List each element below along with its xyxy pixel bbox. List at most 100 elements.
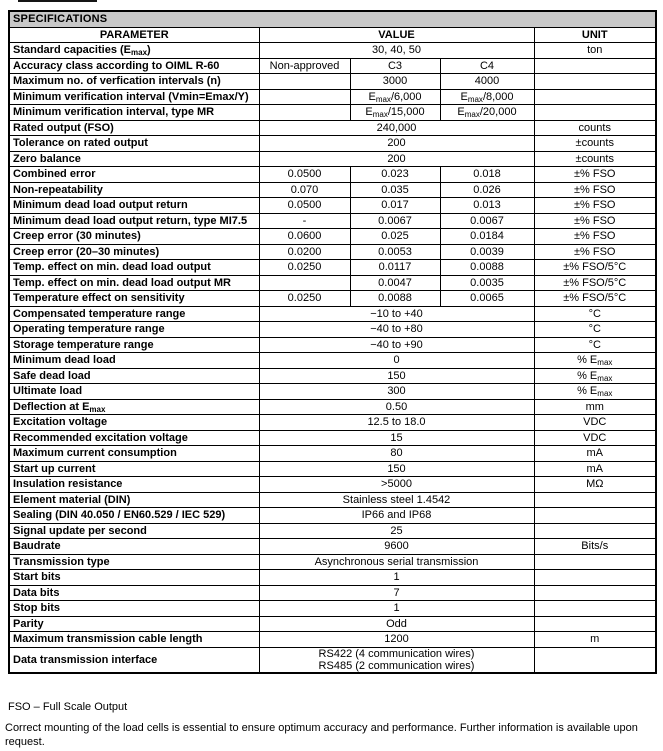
unit-cell: Bits/s <box>533 538 657 555</box>
table-row: Parity Odd <box>8 615 657 632</box>
value-cell: 1200 <box>258 631 535 648</box>
parameter-cell: Minimum dead load output return, type MI… <box>8 212 260 229</box>
value-cell: IP66 and IP68 <box>258 507 535 524</box>
value-cell: Emax/20,000 <box>439 104 535 121</box>
unit-cell: % Emax <box>533 367 657 384</box>
value-cell: 1 <box>258 569 535 586</box>
table-row: Accuracy class according to OIML R-60 Non… <box>8 57 657 74</box>
unit-cell: ±counts <box>533 150 657 167</box>
unit-cell: ±% FSO <box>533 212 657 229</box>
unit-cell: mA <box>533 460 657 477</box>
table-row: Signal update per second 25 <box>8 522 657 539</box>
unit-cell <box>533 73 657 90</box>
table-row: Transmission type Asynchronous serial tra… <box>8 553 657 570</box>
parameter-cell: Temperature effect on sensitivity <box>8 290 260 307</box>
value-cell: 0.0088 <box>349 290 441 307</box>
table-row: Insulation resistance >5000 MΩ <box>8 476 657 493</box>
table-row: Data bits 7 <box>8 584 657 601</box>
unit-cell <box>533 507 657 524</box>
value-cell: 0.018 <box>439 166 535 183</box>
unit-cell <box>533 57 657 74</box>
parameter-cell: Element material (DIN) <box>8 491 260 508</box>
unit-cell: counts <box>533 119 657 136</box>
fso-footnote: FSO – Full Scale Output <box>8 701 128 713</box>
value-cell: Non-approved <box>258 57 351 74</box>
unit-cell: m <box>533 631 657 648</box>
specifications-table: SPECIFICATIONS PARAMETER VALUE UNIT Stan… <box>8 10 658 674</box>
value-cell: C3 <box>349 57 441 74</box>
value-cell: Stainless steel 1.4542 <box>258 491 535 508</box>
table-row: Rated output (FSO) 240,000 counts <box>8 119 657 136</box>
value-cell: Emax/8,000 <box>439 88 535 105</box>
value-cell: 80 <box>258 445 535 462</box>
table-row: Minimum dead load output return, type MI… <box>8 212 657 229</box>
table-row: Excitation voltage 12.5 to 18.0 VDC <box>8 414 657 431</box>
value-cell: 30, 40, 50 <box>258 42 535 59</box>
value-cell: 240,000 <box>258 119 535 136</box>
specifications-title-bar: SPECIFICATIONS <box>8 10 657 28</box>
parameter-cell: Maximum no. of verfication intervals (n) <box>8 73 260 90</box>
parameter-cell: Start bits <box>8 569 260 586</box>
value-cell: 0.0250 <box>258 290 351 307</box>
parameter-cell: Stop bits <box>8 600 260 617</box>
value-cell <box>258 88 351 105</box>
value-cell: 200 <box>258 150 535 167</box>
value-cell: 150 <box>258 367 535 384</box>
table-row: Minimum verification interval, type MR Em… <box>8 104 657 121</box>
value-cell: 4000 <box>439 73 535 90</box>
unit-cell: VDC <box>533 414 657 431</box>
parameter-cell: Temp. effect on min. dead load output MR <box>8 274 260 291</box>
parameter-cell: Ultimate load <box>8 383 260 400</box>
table-row: Minimum verification interval (Vmin=Emax… <box>8 88 657 105</box>
parameter-cell: Compensated temperature range <box>8 305 260 322</box>
cropped-rule-artifact <box>18 0 97 2</box>
value-cell: 0.0039 <box>439 243 535 260</box>
value-cell: - <box>258 212 351 229</box>
value-cell: 0.026 <box>439 181 535 198</box>
unit-cell: VDC <box>533 429 657 446</box>
unit-cell <box>533 569 657 586</box>
value-cell: −40 to +80 <box>258 321 535 338</box>
parameter-cell: Signal update per second <box>8 522 260 539</box>
parameter-cell: Baudrate <box>8 538 260 555</box>
table-row: Temp. effect on min. dead load output 0.0… <box>8 259 657 276</box>
value-cell: 3000 <box>349 73 441 90</box>
unit-cell <box>533 584 657 601</box>
value-cell <box>258 73 351 90</box>
unit-cell: ±% FSO/5°C <box>533 290 657 307</box>
value-cell: 1 <box>258 600 535 617</box>
value-cell: Asynchronous serial transmission <box>258 553 535 570</box>
column-header-value: VALUE <box>258 26 535 43</box>
unit-cell <box>533 646 657 673</box>
unit-cell: ±% FSO <box>533 166 657 183</box>
parameter-cell: Minimum verification interval (Vmin=Emax… <box>8 88 260 105</box>
value-cell: 300 <box>258 383 535 400</box>
column-header-row: PARAMETER VALUE UNIT <box>8 26 657 43</box>
unit-cell: ton <box>533 42 657 59</box>
value-cell <box>258 274 351 291</box>
value-cell: Odd <box>258 615 535 632</box>
value-cell: C4 <box>439 57 535 74</box>
value-cell: 15 <box>258 429 535 446</box>
parameter-cell: Accuracy class according to OIML R-60 <box>8 57 260 74</box>
value-cell: >5000 <box>258 476 535 493</box>
parameter-cell: Maximum transmission cable length <box>8 631 260 648</box>
table-row: Minimum dead load output return 0.0500 0.0… <box>8 197 657 214</box>
parameter-cell: Creep error (30 minutes) <box>8 228 260 245</box>
mounting-note: Correct mounting of the load cells is es… <box>5 722 638 748</box>
unit-cell <box>533 615 657 632</box>
parameter-cell: Creep error (20–30 minutes) <box>8 243 260 260</box>
parameter-cell: Operating temperature range <box>8 321 260 338</box>
unit-cell: °C <box>533 305 657 322</box>
unit-cell: % Emax <box>533 383 657 400</box>
table-row: Compensated temperature range −10 to +40 °… <box>8 305 657 322</box>
parameter-cell: Zero balance <box>8 150 260 167</box>
value-cell: RS422 (4 communication wires) RS485 (2 co… <box>258 646 535 673</box>
table-row: Zero balance 200 ±counts <box>8 150 657 167</box>
parameter-cell: Minimum verification interval, type MR <box>8 104 260 121</box>
unit-cell <box>533 491 657 508</box>
parameter-cell: Deflection at Emax <box>8 398 260 415</box>
unit-cell: % Emax <box>533 352 657 369</box>
value-cell: 0.0088 <box>439 259 535 276</box>
value-cell: 0.0500 <box>258 197 351 214</box>
